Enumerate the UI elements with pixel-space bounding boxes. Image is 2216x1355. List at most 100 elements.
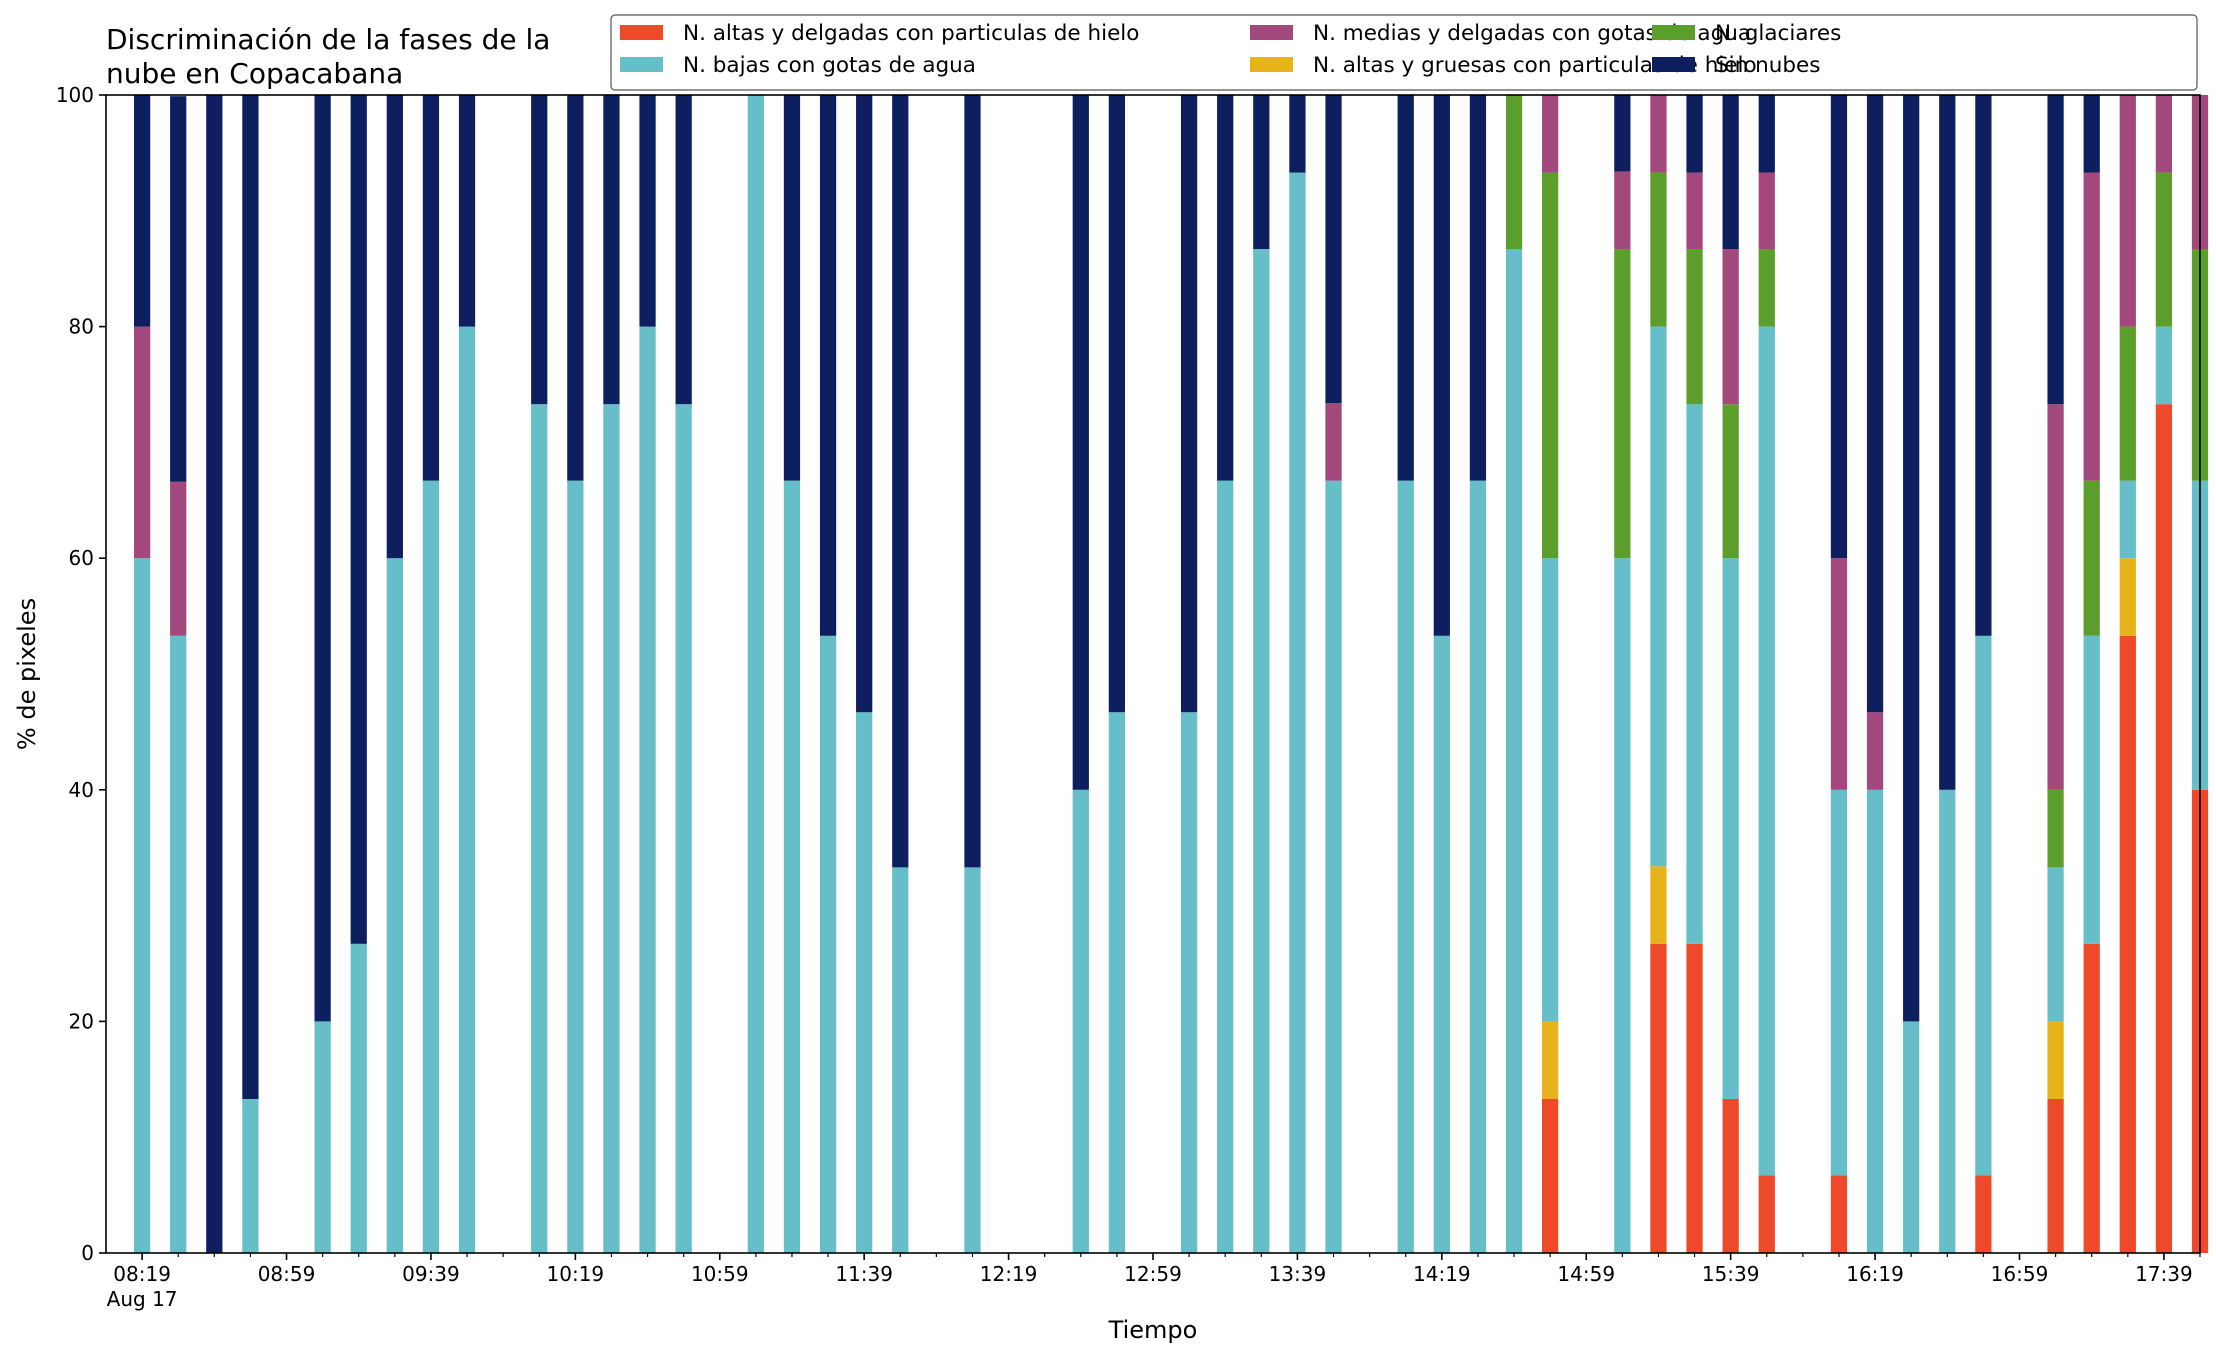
bar-segment-37-s4 (1830, 558, 1848, 790)
y-tick-label-100: 100 (56, 83, 94, 107)
bar-segment-18-s2 (892, 867, 909, 1253)
bar-segment-32-s5 (1614, 95, 1631, 172)
x-tick-label-320: 13:39 (1269, 1262, 1327, 1286)
bar-segment-38-s5 (1866, 95, 1884, 713)
bar-segment-19-s2 (964, 867, 981, 1253)
y-tick-label-0: 0 (81, 1241, 94, 1265)
bar-segment-35-s0 (1722, 1098, 1739, 1253)
x-tick-label-80: 09:39 (402, 1262, 460, 1286)
bar-segment-20-s5 (1072, 95, 1089, 790)
bar-segment-45-s4 (2155, 95, 2173, 173)
bar-segment-31-s1 (1542, 1021, 1559, 1099)
bar-segment-9-s2 (531, 404, 548, 1253)
bar-segment-11-s2 (603, 404, 620, 1253)
legend-label-2: N. bajas con gotas de agua (683, 53, 976, 78)
x-tick-label-200: 11:39 (835, 1262, 893, 1286)
bar-segment-3-s5 (242, 95, 259, 1099)
bar-segment-3-s2 (242, 1098, 259, 1253)
bar-segment-15-s5 (783, 95, 801, 481)
bar-segment-7-s2 (422, 480, 440, 1253)
bar-segment-10-s5 (567, 95, 584, 481)
bar-segment-33-s3 (1650, 172, 1667, 327)
bar-segment-40-s5 (1939, 95, 1956, 790)
y-tick-label-60: 60 (69, 546, 94, 570)
bar-segment-18-s5 (892, 95, 909, 868)
bar-segment-9-s5 (531, 95, 548, 405)
bar-segment-34-s5 (1686, 95, 1703, 173)
legend-swatch-0 (620, 25, 663, 40)
bar-segment-4-s2 (314, 1021, 331, 1253)
bar-segment-45-s3 (2155, 172, 2173, 327)
bar-segment-7-s5 (422, 95, 440, 481)
bar-segment-41-s5 (1975, 95, 1992, 636)
bar-segment-42-s4 (2047, 404, 2064, 790)
y-tick-label-40: 40 (69, 778, 94, 802)
bar-segment-41-s2 (1975, 635, 1992, 1176)
bar-segment-2-s5 (206, 95, 223, 1253)
bar-segment-22-s5 (1180, 95, 1198, 713)
bar-segment-8-s2 (458, 326, 476, 1254)
bar-segment-16-s2 (819, 635, 837, 1253)
bar-segment-4-s5 (314, 95, 331, 1022)
bar-segment-26-s2 (1325, 480, 1342, 1253)
bar-segment-34-s4 (1686, 172, 1703, 250)
bar-segment-38-s4 (1866, 712, 1884, 790)
bar-segment-40-s2 (1939, 789, 1956, 1253)
bar-segment-1-s2 (170, 635, 187, 1253)
bar-segment-37-s0 (1830, 1175, 1848, 1253)
bar-segment-5-s2 (350, 943, 367, 1253)
bar-segment-34-s0 (1686, 943, 1703, 1253)
bar-segment-26-s5 (1325, 95, 1342, 404)
legend-swatch-2 (620, 57, 663, 72)
x-tick-label-400: 14:59 (1557, 1262, 1615, 1286)
x-tick-sublabel-0: Aug 17 (107, 1287, 178, 1311)
x-tick-label-480: 16:19 (1846, 1262, 1904, 1286)
bar-segment-30-s2 (1505, 249, 1523, 1253)
bar-segment-19-s5 (964, 95, 981, 868)
bar-segment-31-s2 (1542, 558, 1559, 1022)
bar-segment-42-s5 (2047, 95, 2064, 405)
x-axis-label: Tiempo (1108, 1316, 1198, 1344)
legend-swatch-1 (1250, 57, 1293, 72)
bar-segment-33-s2 (1650, 326, 1667, 867)
x-tick-label-240: 12:19 (980, 1262, 1038, 1286)
bar-segment-0-s4 (133, 326, 151, 559)
bar-segment-17-s5 (856, 95, 873, 713)
bar-segment-44-s2 (2119, 480, 2136, 559)
y-axis-label: % de pixeles (13, 598, 41, 750)
legend-swatch-3 (1652, 25, 1695, 40)
bar-segment-43-s0 (2083, 943, 2100, 1253)
bar-segment-1-s4 (170, 481, 187, 636)
bar-segment-43-s4 (2083, 172, 2100, 481)
bar-segment-43-s5 (2083, 95, 2100, 173)
bar-segment-35-s2 (1722, 558, 1739, 1099)
bar-segment-12-s5 (639, 95, 656, 327)
bar-segment-35-s5 (1722, 95, 1739, 250)
x-tick-label-120: 10:19 (547, 1262, 605, 1286)
bar-segment-33-s1 (1650, 866, 1667, 944)
bar-segment-44-s3 (2119, 326, 2136, 481)
chart-title-line-2: nube en Copacabana (106, 57, 403, 90)
bar-segment-23-s5 (1217, 95, 1234, 481)
bar-segment-28-s2 (1433, 635, 1450, 1253)
bar-segment-14-s2 (747, 95, 764, 1253)
bar-segment-17-s2 (856, 712, 873, 1253)
bar-segment-27-s5 (1397, 95, 1414, 481)
bar-segment-30-s3 (1505, 95, 1523, 250)
bar-segment-35-s3 (1722, 404, 1739, 559)
bar-segment-31-s4 (1542, 95, 1559, 173)
legend: N. altas y delgadas con particulas de hi… (610, 14, 2198, 91)
bar-segment-16-s5 (819, 95, 837, 636)
bar-segment-33-s4 (1650, 95, 1667, 173)
bar-segment-36-s0 (1758, 1175, 1775, 1253)
bar-segment-39-s5 (1903, 95, 1920, 1022)
legend-label-0: N. altas y delgadas con particulas de hi… (683, 21, 1139, 46)
bar-segment-44-s4 (2119, 95, 2136, 327)
bar-segment-27-s2 (1397, 480, 1414, 1253)
bar-segment-45-s0 (2155, 404, 2173, 1253)
bar-segment-38-s2 (1866, 789, 1884, 1253)
legend-label-3: N. glaciares (1715, 21, 1841, 46)
bar-segment-44-s1 (2119, 558, 2136, 636)
